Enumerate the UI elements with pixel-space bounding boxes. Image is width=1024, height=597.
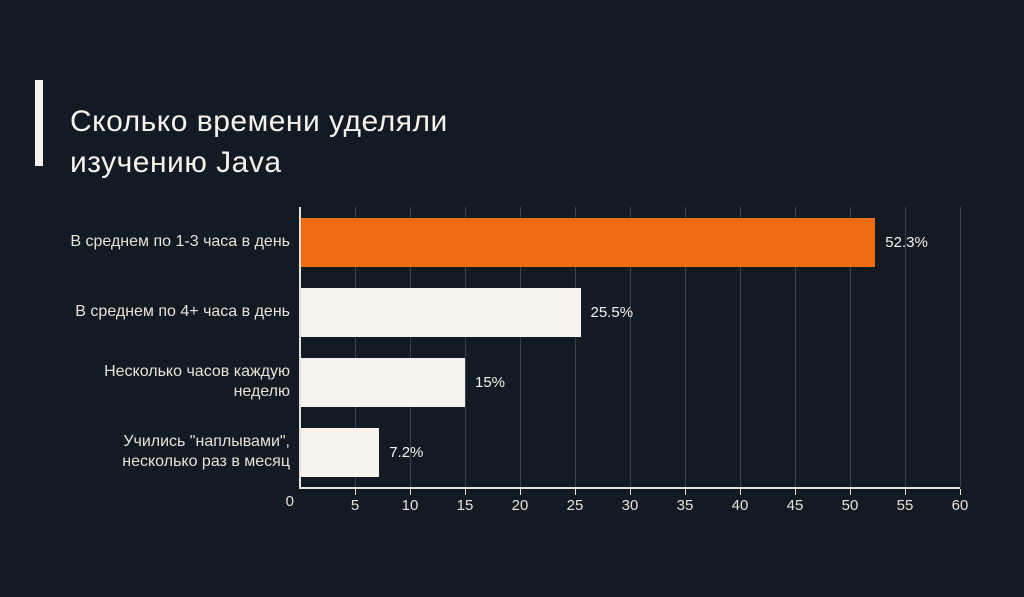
x-tick-label: 15 [457,497,474,514]
bar [300,428,379,477]
x-tick-mark [685,489,686,495]
x-tick-mark [740,489,741,495]
x-tick-label: 5 [351,497,359,514]
x-tick-mark [465,489,466,495]
x-tick-label: 45 [787,497,804,514]
grid-line [960,207,961,487]
x-tick-mark [520,489,521,495]
x-tick-mark [630,489,631,495]
bar-value-label: 15% [475,374,505,391]
bar-value-label: 25.5% [591,304,634,321]
x-tick-label: 25 [567,497,584,514]
x-tick-mark [410,489,411,495]
plot-area: В среднем по 1-3 часа в день52.3%В средн… [300,207,960,487]
x-tick-label: 20 [512,497,529,514]
bar [300,218,875,267]
bar [300,358,465,407]
x-tick-mark [905,489,906,495]
x-tick-label: 60 [952,497,969,514]
origin-zero-label: 0 [286,493,294,510]
x-tick-label: 30 [622,497,639,514]
chart-canvas: Сколько времени уделяли изучению Java В … [0,0,1024,597]
bar-category-label: В среднем по 4+ часа в день [8,277,290,347]
y-axis-line [299,207,301,489]
x-tick-mark [355,489,356,495]
x-tick-label: 50 [842,497,859,514]
x-tick-mark [795,489,796,495]
chart-title: Сколько времени уделяли изучению Java [70,102,550,183]
x-tick-mark [850,489,851,495]
x-tick-label: 40 [732,497,749,514]
title-accent-bar [35,80,43,166]
x-tick-label: 35 [677,497,694,514]
x-tick-label: 55 [897,497,914,514]
x-tick-mark [960,489,961,495]
x-tick-label: 10 [402,497,419,514]
bar [300,288,581,337]
bar-value-label: 7.2% [389,444,423,461]
bar-category-label: Несколько часов каждую неделю [8,347,290,417]
x-tick-mark [575,489,576,495]
bar-category-label: Учились "наплывами", несколько раз в мес… [8,417,290,487]
bar-category-label: В среднем по 1-3 часа в день [8,207,290,277]
bar-value-label: 52.3% [885,234,928,251]
